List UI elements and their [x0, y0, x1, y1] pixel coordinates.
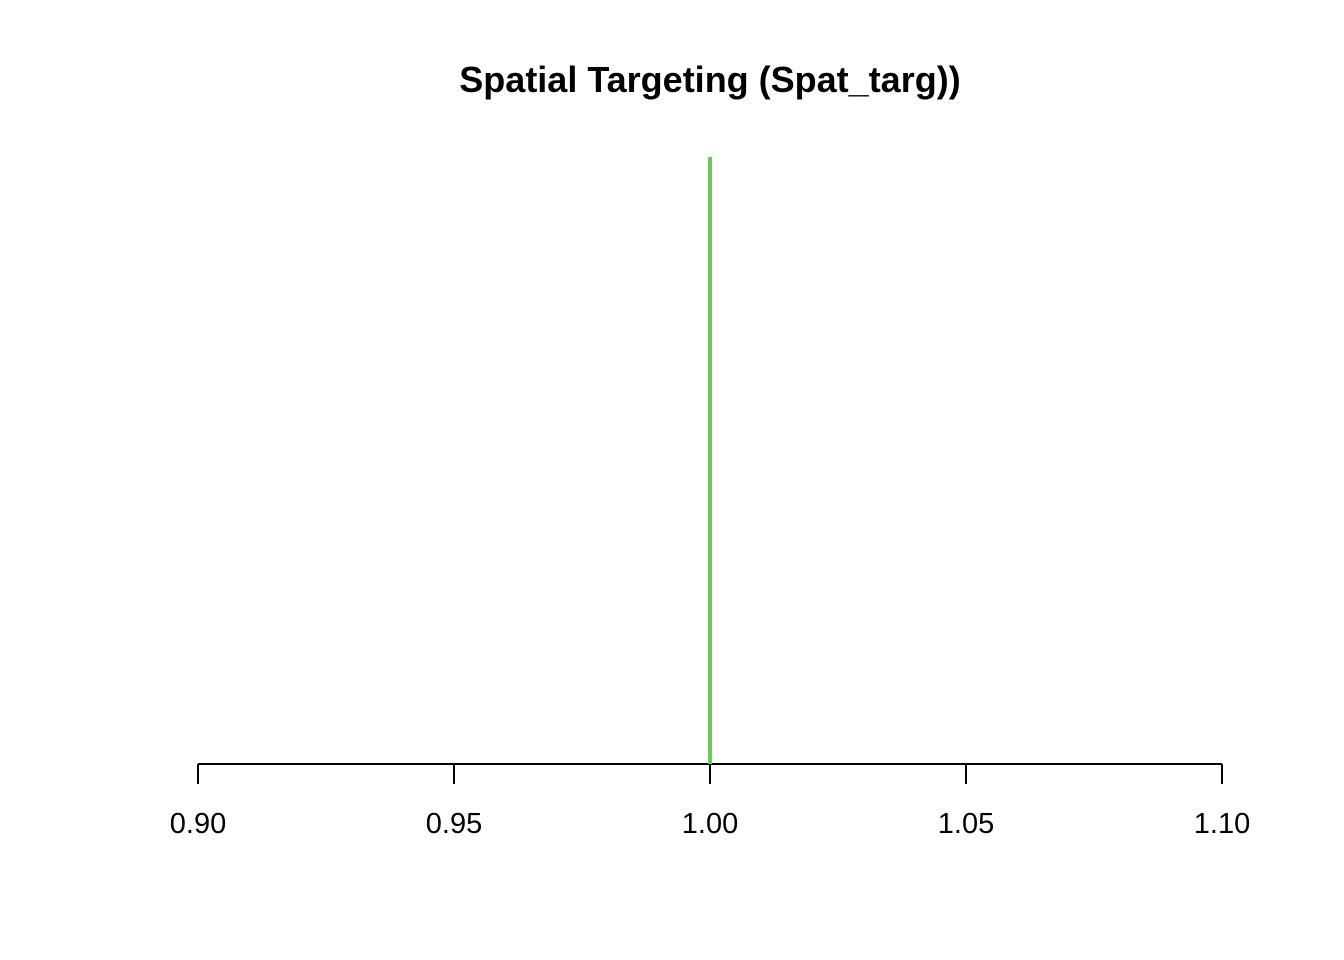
chart-title: Spatial Targeting (Spat_targ)) — [459, 59, 960, 100]
x-tick-label: 1.10 — [1194, 808, 1250, 840]
x-axis: 0.90 0.95 1.00 1.05 1.10 — [170, 763, 1250, 840]
x-tick-label: 0.90 — [170, 808, 226, 840]
x-tick-label: 1.05 — [938, 808, 994, 840]
x-tick-label: 0.95 — [426, 808, 482, 840]
x-tick-label: 1.00 — [682, 808, 738, 840]
